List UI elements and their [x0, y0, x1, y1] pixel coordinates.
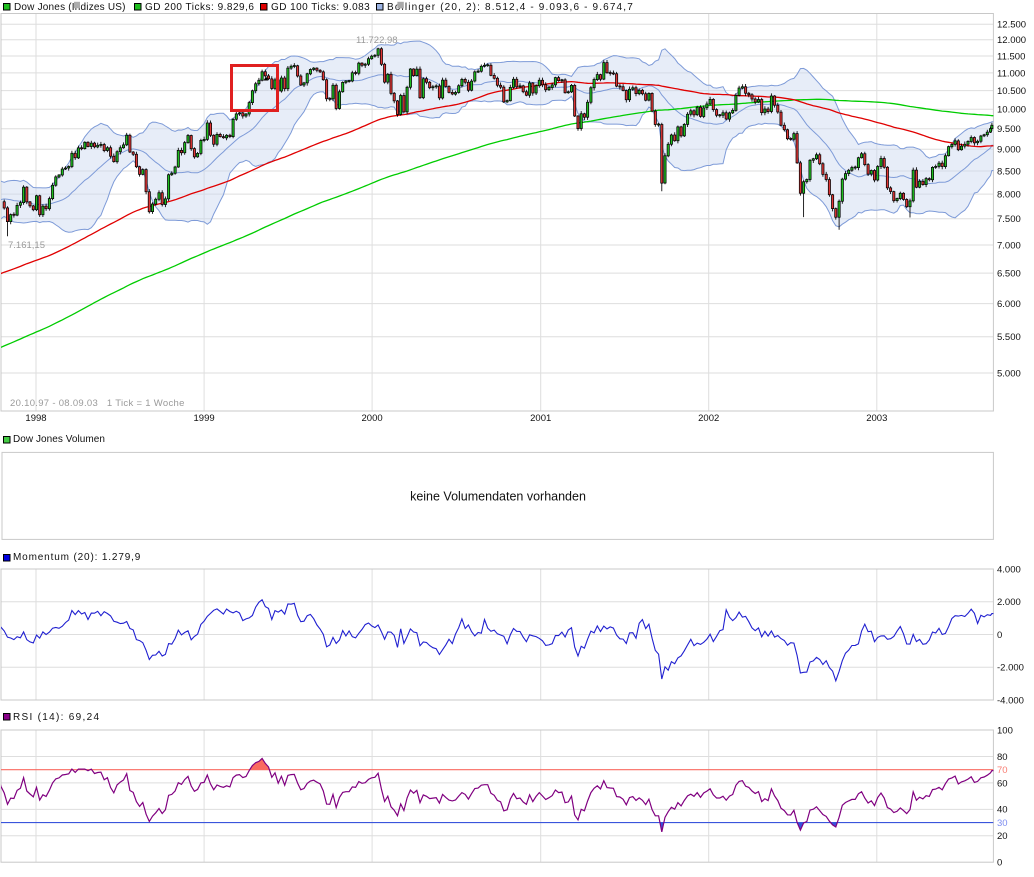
svg-text:0: 0 [997, 858, 1002, 869]
svg-text:6.000: 6.000 [997, 299, 1021, 310]
svg-text:4.000: 4.000 [997, 564, 1021, 575]
svg-text:60: 60 [997, 778, 1008, 789]
svg-text:80: 80 [997, 752, 1008, 763]
svg-text:5.500: 5.500 [997, 332, 1021, 343]
svg-text:GD 100 Ticks: 9.083: GD 100 Ticks: 9.083 [271, 2, 370, 13]
svg-text:20: 20 [997, 831, 1008, 842]
svg-text:8.500: 8.500 [997, 167, 1021, 178]
svg-text:6.500: 6.500 [997, 269, 1021, 280]
svg-text:20.10.97 - 08.09.03 1 Tick =: 20.10.97 - 08.09.03 1 Tick = 1 Woche [10, 398, 185, 409]
svg-text:12.000: 12.000 [997, 35, 1026, 46]
svg-text:2002: 2002 [698, 413, 719, 424]
svg-text:7.161,15: 7.161,15 [8, 240, 45, 251]
svg-text:2000: 2000 [362, 413, 383, 424]
svg-text:GD 200 Ticks: 9.829,6: GD 200 Ticks: 9.829,6 [145, 2, 254, 13]
svg-text:2.000: 2.000 [997, 597, 1021, 608]
svg-text:100: 100 [997, 725, 1013, 736]
svg-text:Momentum (20): 1.279,9: Momentum (20): 1.279,9 [13, 552, 141, 563]
svg-text:40: 40 [997, 805, 1008, 816]
svg-text:-2.000: -2.000 [997, 663, 1024, 674]
svg-text:Bollinger (20, 2): 8.512,4 - 9: Bollinger (20, 2): 8.512,4 - 9.093,6 - 9… [387, 2, 634, 13]
svg-text:RSI (14): 69,24: RSI (14): 69,24 [13, 712, 100, 723]
svg-text:30: 30 [997, 818, 1008, 829]
svg-text:Dow Jones (Indizes US): Dow Jones (Indizes US) [14, 2, 126, 13]
svg-text:Dow Jones Volumen: Dow Jones Volumen [13, 434, 105, 445]
svg-text:70: 70 [997, 765, 1008, 776]
svg-text:10.000: 10.000 [997, 105, 1026, 116]
svg-text:9.500: 9.500 [997, 124, 1021, 135]
svg-text:2001: 2001 [530, 413, 551, 424]
svg-text:2003: 2003 [866, 413, 887, 424]
svg-text:11.500: 11.500 [997, 51, 1025, 62]
svg-text:-4.000: -4.000 [997, 695, 1024, 706]
svg-text:7.000: 7.000 [997, 240, 1021, 251]
svg-text:10.500: 10.500 [997, 86, 1026, 97]
svg-text:1998: 1998 [25, 413, 46, 424]
svg-text:12.500: 12.500 [997, 20, 1026, 31]
svg-text:5.000: 5.000 [997, 369, 1021, 380]
svg-text:keine Volumendaten vorhanden: keine Volumendaten vorhanden [410, 490, 586, 504]
svg-text:7.500: 7.500 [997, 214, 1021, 225]
svg-text:1999: 1999 [194, 413, 215, 424]
svg-text:11.722,98: 11.722,98 [356, 35, 398, 46]
svg-text:11.000: 11.000 [997, 68, 1025, 79]
svg-text:0: 0 [997, 630, 1002, 641]
svg-text:9.000: 9.000 [997, 145, 1021, 156]
svg-text:8.000: 8.000 [997, 190, 1021, 201]
